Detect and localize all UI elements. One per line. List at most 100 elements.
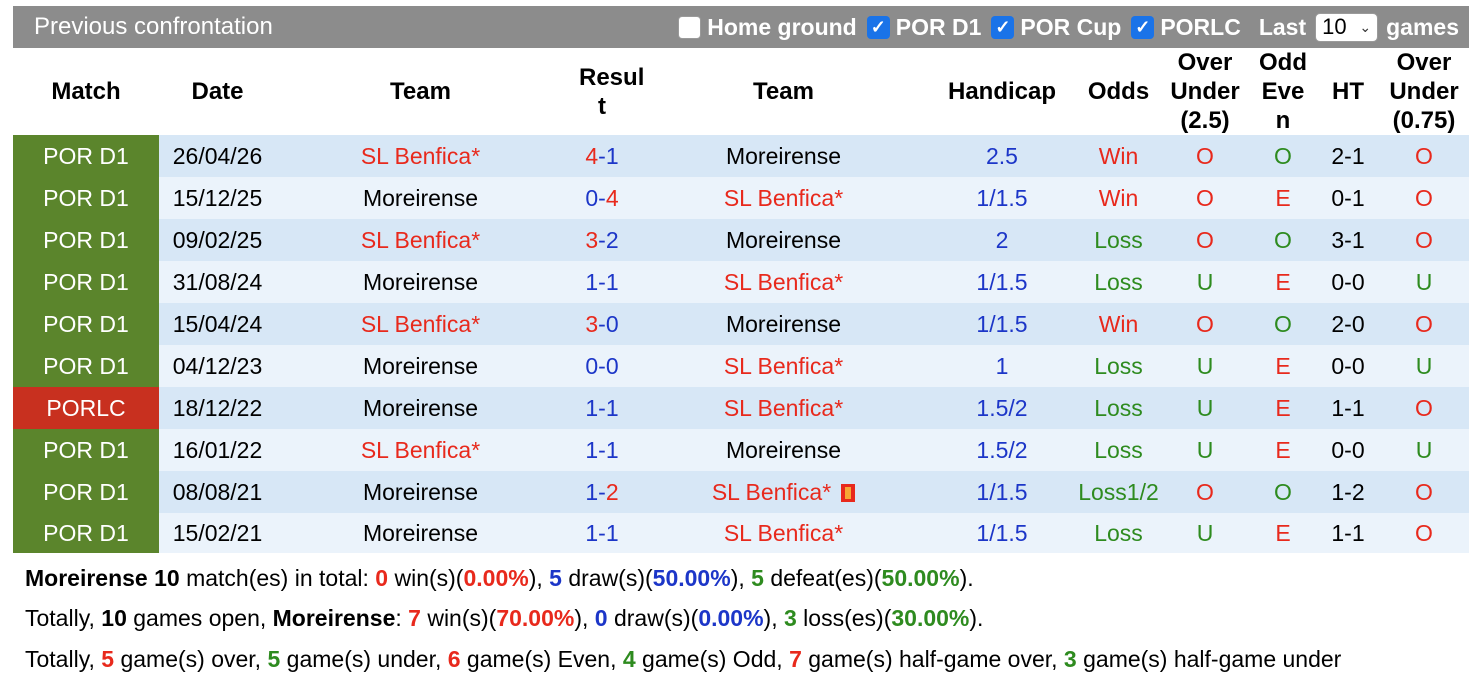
team2-cell[interactable]: SL Benfica* [639, 261, 928, 303]
table-row[interactable]: PORLC 18/12/22 Moreirense 1-1 SL Benfica* 1.5… [13, 387, 1469, 429]
team1-cell[interactable]: Moreirense [276, 387, 565, 429]
team1-cell[interactable]: Moreirense [276, 471, 565, 513]
table-row[interactable]: POR D1 15/12/25 Moreirense 0-4 SL Benfica* 1/… [13, 177, 1469, 219]
result-cell[interactable]: 1-1 [565, 513, 639, 553]
summary-open: 10 [101, 605, 127, 631]
team2-cell[interactable]: SL Benfica* [639, 513, 928, 553]
match-badge[interactable]: POR D1 [13, 345, 159, 387]
team2-cell[interactable]: SL Benfica* [639, 471, 928, 513]
summary-text: games open, [126, 605, 273, 631]
team1-name[interactable]: SL Benfica [360, 226, 472, 253]
filter-home-ground[interactable]: Home ground [678, 14, 857, 41]
team2-name[interactable]: SL Benfica [723, 184, 835, 211]
summary-loss-pct: 30.00% [891, 605, 970, 631]
team1-cell[interactable]: Moreirense [276, 345, 565, 387]
table-row[interactable]: POR D1 08/08/21 Moreirense 1-2 SL Benfica* 1/… [13, 471, 1469, 513]
team1-name[interactable]: SL Benfica [360, 436, 472, 463]
over-under-value: O [1161, 303, 1249, 345]
team2-cell[interactable]: Moreirense [639, 429, 928, 471]
team1-cell[interactable]: Moreirense [276, 513, 565, 553]
team1-name[interactable]: Moreirense [362, 478, 479, 505]
filter-label: POR Cup [1020, 13, 1122, 40]
team1-cell[interactable]: SL Benfica* [276, 219, 565, 261]
result-cell[interactable]: 1-1 [565, 429, 639, 471]
team2-cell[interactable]: Moreirense [639, 135, 928, 177]
confrontation-table: Match Date Team Resul t Team Handicap Od… [13, 48, 1469, 553]
team1-cell[interactable]: Moreirense [276, 261, 565, 303]
team2-name[interactable]: Moreirense [725, 436, 842, 463]
team2-cell[interactable]: Moreirense [639, 219, 928, 261]
match-badge[interactable]: POR D1 [13, 513, 159, 553]
team2-name[interactable]: Moreirense [725, 226, 842, 253]
match-badge[interactable]: POR D1 [13, 219, 159, 261]
team1-name[interactable]: Moreirense [362, 352, 479, 379]
result-cell[interactable]: 3-2 [565, 219, 639, 261]
team1-name[interactable]: SL Benfica [360, 310, 472, 337]
team2-name[interactable]: Moreirense [725, 310, 842, 337]
match-badge[interactable]: POR D1 [13, 177, 159, 219]
team2-name[interactable]: SL Benfica [723, 519, 835, 546]
checkbox-icon[interactable] [678, 15, 702, 39]
match-badge[interactable]: POR D1 [13, 135, 159, 177]
team1-name[interactable]: SL Benfica [360, 142, 472, 169]
match-badge[interactable]: POR D1 [13, 471, 159, 513]
match-badge[interactable]: POR D1 [13, 429, 159, 471]
result-cell[interactable]: 4-1 [565, 135, 639, 177]
table-row[interactable]: POR D1 15/04/24 SL Benfica* 3-0 Moreirense 1/… [13, 303, 1469, 345]
filter-por-d1[interactable]: ✓ POR D1 [866, 14, 981, 41]
team1-cell[interactable]: SL Benfica* [276, 303, 565, 345]
team1-name[interactable]: Moreirense [362, 394, 479, 421]
result-cell[interactable]: 3-0 [565, 303, 639, 345]
table-row[interactable]: POR D1 16/01/22 SL Benfica* 1-1 Moreirense 1.… [13, 429, 1469, 471]
result-cell[interactable]: 1-1 [565, 387, 639, 429]
checkbox-checked-icon[interactable]: ✓ [1131, 15, 1155, 39]
team2-name[interactable]: SL Benfica [723, 352, 835, 379]
over-under-value: U [1161, 387, 1249, 429]
half-time-score: 2-1 [1317, 135, 1379, 177]
team2-name[interactable]: SL Benfica [723, 268, 835, 295]
result-cell[interactable]: 0-0 [565, 345, 639, 387]
summary-line-1: Moreirense 10 match(es) in total: 0 win(… [25, 565, 974, 592]
match-badge[interactable]: POR D1 [13, 303, 159, 345]
over-under-075-value: O [1379, 513, 1469, 553]
table-row[interactable]: POR D1 09/02/25 SL Benfica* 3-2 Moreirense 2 L… [13, 219, 1469, 261]
table-row[interactable]: POR D1 15/02/21 Moreirense 1-1 SL Benfica* 1/… [13, 513, 1469, 553]
filter-porlc[interactable]: ✓ PORLC [1131, 14, 1241, 41]
score-separator: - [598, 519, 606, 546]
checkbox-checked-icon[interactable]: ✓ [991, 15, 1015, 39]
match-badge[interactable]: PORLC [13, 387, 159, 429]
team1-cell[interactable]: Moreirense [276, 177, 565, 219]
half-time-score: 0-1 [1317, 177, 1379, 219]
checkbox-checked-icon[interactable]: ✓ [866, 15, 890, 39]
team1-cell[interactable]: SL Benfica* [276, 429, 565, 471]
table-row[interactable]: POR D1 26/04/26 SL Benfica* 4-1 Moreirense 2.… [13, 135, 1469, 177]
result-cell[interactable]: 0-4 [565, 177, 639, 219]
last-games-select[interactable]: 10 ⌄ [1315, 12, 1379, 42]
team1-name[interactable]: Moreirense [362, 519, 479, 546]
table-row[interactable]: POR D1 04/12/23 Moreirense 0-0 SL Benfica* 1 L… [13, 345, 1469, 387]
summary-text: : [395, 605, 409, 631]
team1-name[interactable]: Moreirense [362, 184, 479, 211]
team2-name[interactable]: Moreirense [725, 142, 842, 169]
match-badge[interactable]: POR D1 [13, 261, 159, 303]
odd-even-value: E [1249, 177, 1317, 219]
result-cell[interactable]: 1-1 [565, 261, 639, 303]
odd-even-value: E [1249, 387, 1317, 429]
team2-name[interactable]: SL Benfica [711, 478, 823, 505]
result-cell[interactable]: 1-2 [565, 471, 639, 513]
filter-por-cup[interactable]: ✓ POR Cup [991, 14, 1121, 41]
team2-cell[interactable]: Moreirense [639, 303, 928, 345]
away-score: 1 [605, 436, 619, 463]
team1-cell[interactable]: SL Benfica* [276, 135, 565, 177]
col-result: Resul t [565, 48, 644, 135]
team2-cell[interactable]: SL Benfica* [639, 387, 928, 429]
team2-name[interactable]: SL Benfica [723, 394, 835, 421]
table-row[interactable]: POR D1 31/08/24 Moreirense 1-1 SL Benfica* 1/… [13, 261, 1469, 303]
half-time-score: 3-1 [1317, 219, 1379, 261]
score-separator: - [598, 394, 606, 421]
team2-cell[interactable]: SL Benfica* [639, 177, 928, 219]
team2-cell[interactable]: SL Benfica* [639, 345, 928, 387]
team1-name[interactable]: Moreirense [362, 268, 479, 295]
over-under-value: U [1161, 429, 1249, 471]
odd-even-value: E [1249, 261, 1317, 303]
